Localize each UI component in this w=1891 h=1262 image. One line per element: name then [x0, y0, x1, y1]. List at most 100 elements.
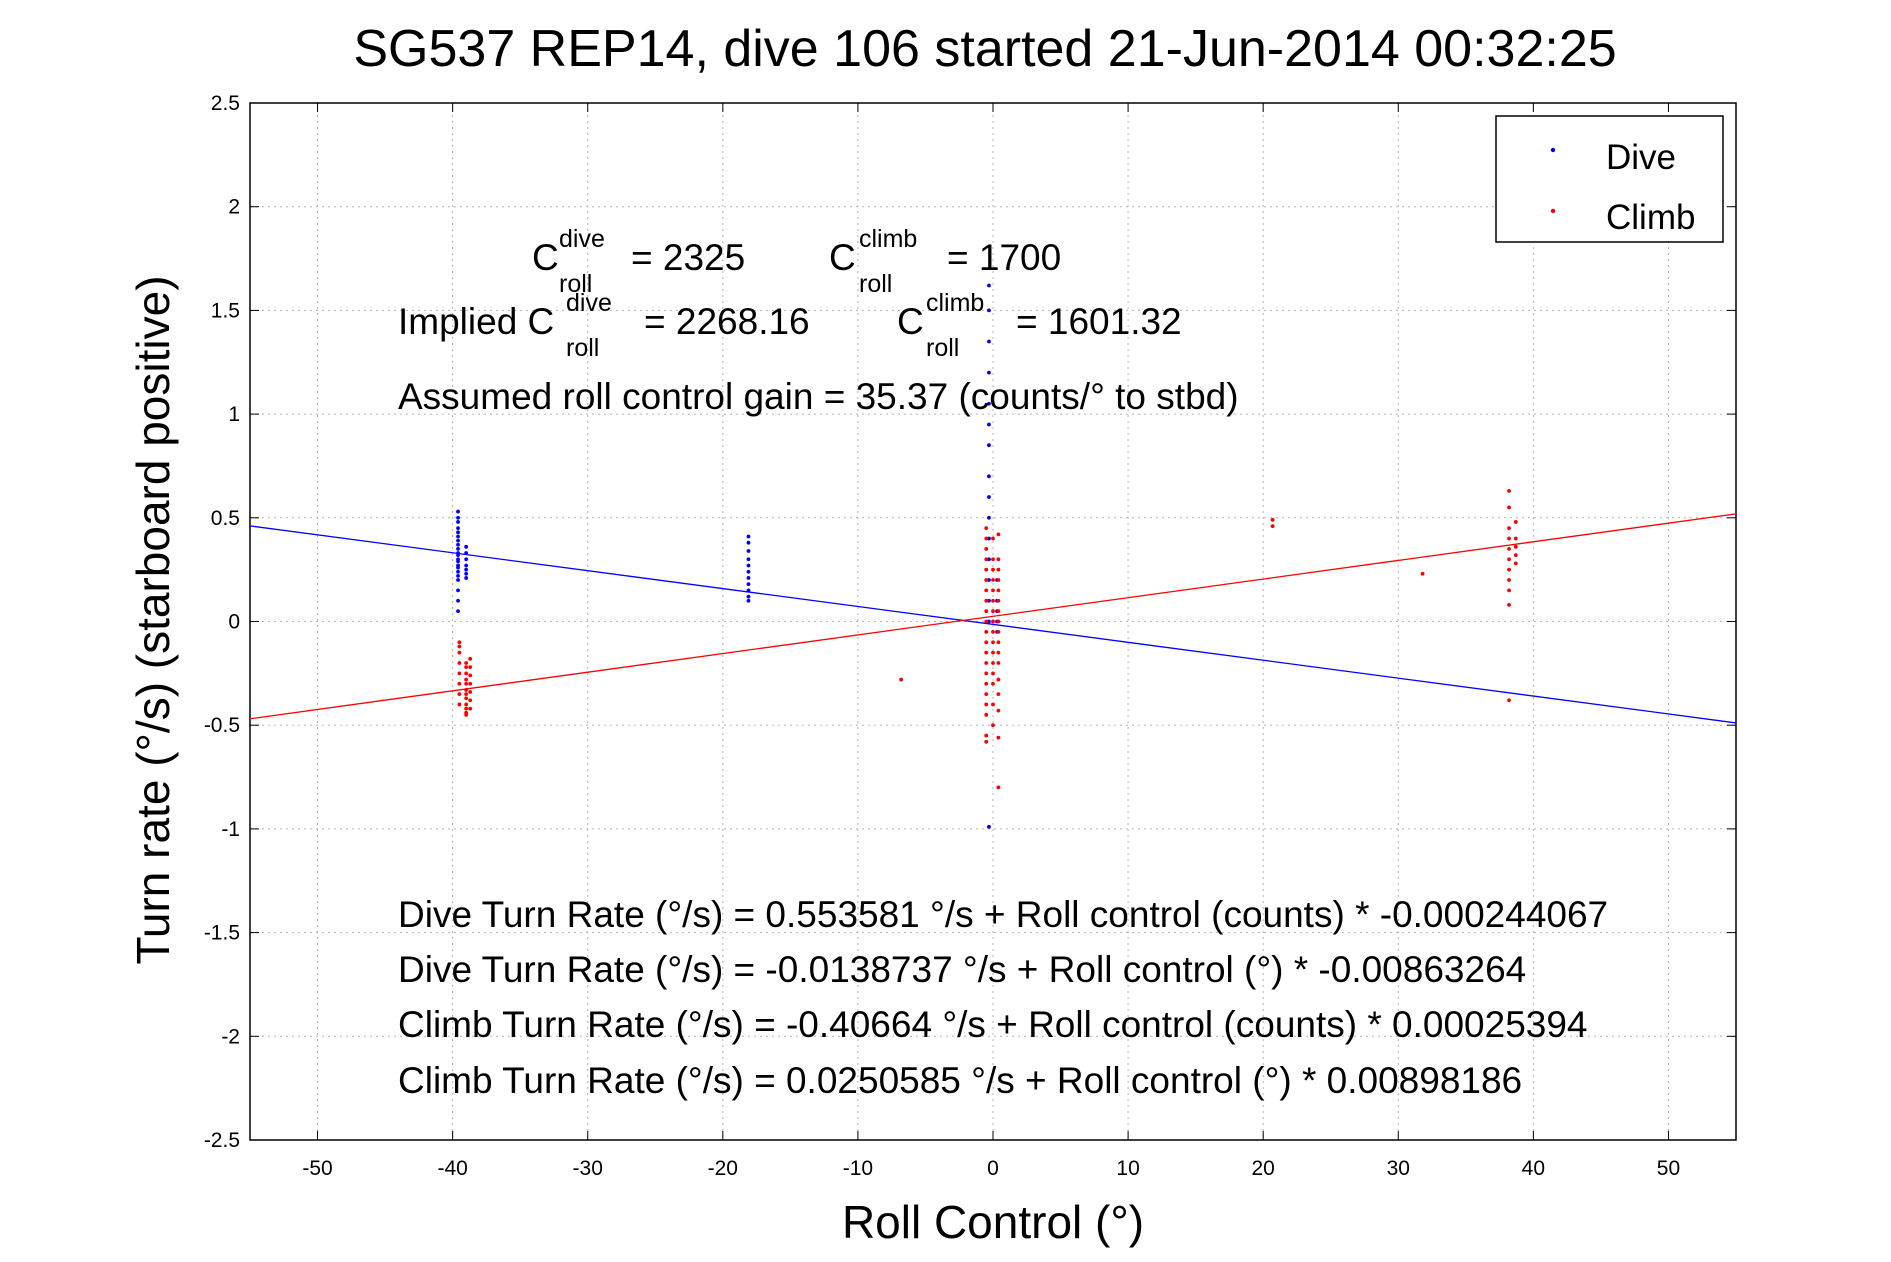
climb-point	[996, 629, 1001, 634]
dive-fit-line	[249, 525, 1737, 724]
dive-point	[464, 557, 469, 562]
axis-ticks: -50 -40 -30 -20 -10 0 10 20 30 40 50-2.5-2-1.5-1-0…	[204, 92, 1736, 1180]
svg-text:= 2325: = 2325	[631, 237, 745, 278]
y-axis-label: Turn rate (°/s) (starboard positive)	[127, 275, 179, 964]
climb-point	[996, 692, 1001, 696]
y-tick-label: 0	[228, 611, 240, 634]
climb-point	[984, 681, 989, 686]
climb-point	[468, 665, 473, 670]
x-tick-label: -50	[302, 1157, 332, 1180]
dive-point	[987, 536, 991, 541]
x-tick-label: -30	[573, 1157, 603, 1180]
climb-point	[996, 598, 1001, 603]
climb-point	[996, 532, 1001, 537]
dive-point	[987, 598, 991, 603]
dive-point	[987, 422, 991, 427]
climb-point	[991, 578, 995, 582]
y-tick-label: 2	[228, 196, 240, 219]
dive-point	[456, 565, 460, 570]
svg-text:Implied C: Implied C	[398, 301, 554, 342]
climb-point	[984, 588, 989, 593]
climb-point	[991, 671, 995, 676]
climb-point	[991, 661, 995, 665]
plot-area	[249, 102, 1737, 1141]
x-tick-label: 10	[1116, 1157, 1139, 1180]
legend-marker-dive	[1550, 147, 1556, 153]
fit-lines	[249, 513, 1737, 724]
svg-text:roll: roll	[859, 270, 892, 298]
dive-point	[456, 530, 460, 535]
climb-point	[996, 588, 1001, 593]
legend-label-climb: Climb	[1606, 198, 1695, 237]
svg-text:= 1700: = 1700	[947, 237, 1061, 278]
y-tick-label: 0.5	[211, 507, 240, 530]
climb-point	[984, 640, 989, 645]
climb-point	[468, 706, 473, 711]
svg-text:C: C	[897, 301, 924, 342]
climb-point	[996, 640, 1001, 645]
climb-point	[1507, 557, 1511, 562]
climb-point	[996, 785, 1001, 790]
dive-point	[456, 588, 460, 593]
climb-point	[464, 661, 469, 665]
grid	[250, 102, 1736, 1141]
climb-point	[991, 598, 995, 603]
x-tick-label: 0	[987, 1157, 999, 1180]
climb-point	[991, 650, 995, 655]
climb-point	[464, 692, 469, 696]
climb-point	[457, 650, 462, 655]
y-tick-label: -0.5	[204, 714, 240, 737]
y-tick-label: 1	[228, 403, 240, 426]
dive-point	[464, 544, 469, 549]
svg-text:roll: roll	[559, 270, 592, 298]
dive-point	[456, 526, 460, 531]
climb-point	[464, 696, 469, 701]
dive-point	[464, 571, 469, 576]
dive-point	[746, 598, 751, 603]
climb-point	[1507, 488, 1511, 493]
climb-point	[984, 557, 989, 562]
climb-point	[991, 567, 995, 572]
svg-text:dive: dive	[559, 225, 605, 253]
dive-point	[987, 443, 991, 448]
dive-point	[456, 542, 460, 547]
y-tick-label: -1	[221, 818, 240, 841]
climb-point	[1513, 536, 1518, 541]
climb-point	[984, 739, 989, 744]
x-tick-label: -10	[843, 1157, 873, 1180]
x-tick-label: -20	[708, 1157, 738, 1180]
climb-point	[1270, 524, 1275, 528]
dive-point	[987, 474, 991, 479]
climb-point	[996, 735, 1001, 740]
climb-point	[984, 661, 989, 665]
climb-point	[457, 640, 462, 645]
roll-gain-annotation: Assumed roll control gain = 35.37 (count…	[398, 376, 1239, 417]
climb-point	[984, 526, 989, 531]
climb-point	[996, 677, 1001, 682]
dive-point	[746, 557, 751, 562]
climb-point	[984, 547, 989, 551]
dive-point	[456, 534, 460, 539]
climb-point	[1507, 698, 1511, 703]
climb-point	[1507, 526, 1511, 531]
x-tick-label: -40	[437, 1157, 467, 1180]
x-tick-label: 20	[1252, 1157, 1275, 1180]
dive-point	[987, 619, 991, 624]
dive-point	[746, 563, 751, 568]
climb-point	[468, 681, 473, 686]
y-tick-label: -2.5	[204, 1129, 240, 1152]
climb-point	[996, 567, 1001, 572]
climb-point	[991, 536, 995, 541]
y-tick-label: 2.5	[211, 92, 240, 115]
climb-point	[996, 578, 1001, 582]
dive-point	[456, 598, 460, 603]
svg-text:C: C	[829, 237, 856, 278]
dive-point	[456, 538, 460, 543]
svg-text:dive: dive	[566, 289, 612, 317]
dive-point	[464, 576, 469, 580]
y-tick-label: 1.5	[211, 299, 240, 322]
dive-point	[456, 578, 460, 582]
svg-text:= 1601.32: = 1601.32	[1016, 301, 1182, 342]
climb-point	[464, 706, 469, 711]
climb-fit-line	[249, 513, 1737, 720]
